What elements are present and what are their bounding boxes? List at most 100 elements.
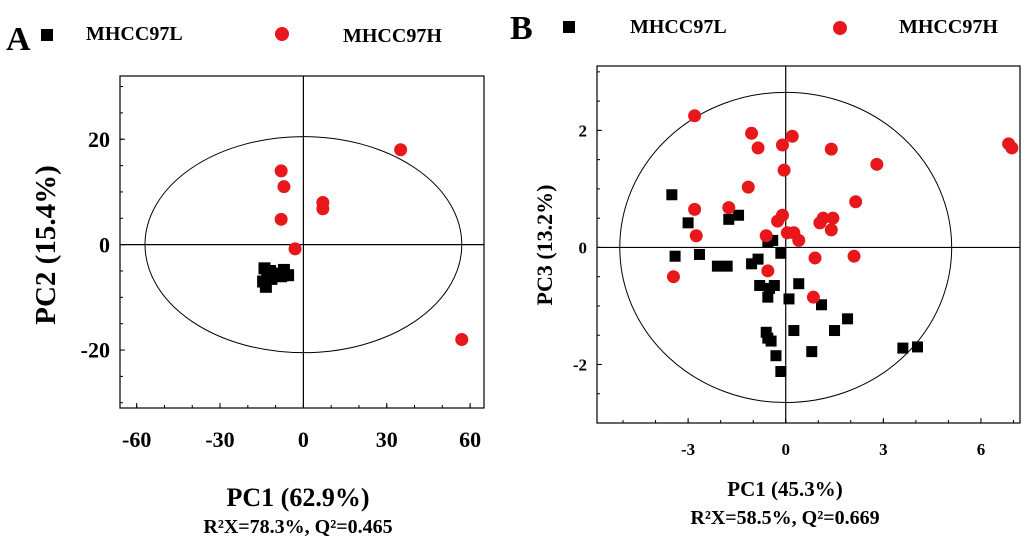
panel-a-legend-square-marker [41,29,53,41]
panel-b-point-mhcc97l [682,217,694,229]
panel-b-legend-square-marker [563,21,575,33]
panel-b-x-tick-label: 3 [879,440,888,459]
panel-a-legend-label-mhcc97h: MHCC97H [343,25,442,47]
panel-b-x-tick-label: 6 [977,440,986,459]
panel-a-plot-area: -60 -30 0 30 60 -20 0 20 [81,75,485,452]
panel-b-point-mhcc97l [693,248,705,260]
panel-b-point-mhcc97l [752,253,764,265]
panel-a-letter: A [6,21,31,58]
panel-a-x-tick-label: -60 [122,427,151,452]
panel-b-point-mhcc97l [746,258,758,270]
panel-b-point-mhcc97l [666,189,678,201]
panel-b: B MHCC97L MHCC97H -3 0 3 6-202 PC3 (13.2%) … [510,10,1021,529]
panel-b-point-mhcc97l [767,234,779,246]
panel-b-point-mhcc97h [808,251,822,265]
panel-b-y-tick-label: -2 [573,355,587,374]
panel-a-y-tick-label: 20 [88,127,110,152]
panel-a-plot-frame [119,75,485,409]
panel-b-point-mhcc97h [751,141,765,155]
panel-b-point-mhcc97l [842,313,854,325]
panel-a-x-tick-label: 0 [298,427,309,452]
panel-b-point-mhcc97h [771,214,785,228]
panel-b-point-mhcc97h [870,157,884,171]
panel-b-point-mhcc97l [793,278,805,290]
panel-b-plot-area: -3 0 3 6 -2 0 2 [573,65,1021,459]
panel-b-point-mhcc97h [761,264,775,278]
panel-b-legend-label-mhcc97l: MHCC97L [630,16,727,38]
panel-b-point-mhcc97h [824,223,838,237]
panel-a-legend-label-mhcc97l: MHCC97L [86,23,183,45]
panel-b-point-mhcc97h [792,233,806,247]
panel-b-legend-circle-marker [833,21,847,35]
panel-b-point-mhcc97l [788,325,800,337]
panel-b-model-stats: R²X=58.5%, Q²=0.669 [690,507,879,529]
panel-a-point-mhcc97h [274,164,288,178]
panel-b-point-mhcc97h [816,211,830,225]
panel-b-legend-label-mhcc97h: MHCC97H [899,16,998,38]
panel-b-point-mhcc97l [723,213,735,225]
panel-b-point-mhcc97l [816,299,828,311]
panel-b-point-mhcc97l [783,293,795,305]
panel-b-point-mhcc97h [806,290,820,304]
panel-a-y-axis-title: PC2 (15.4%) [30,165,62,324]
panel-b-point-mhcc97l [897,342,909,354]
panel-a-point-mhcc97h [394,143,408,157]
panel-a-x-tick-label: 60 [459,427,481,452]
panel-a-model-stats: R²X=78.3%, Q²=0.465 [203,516,392,538]
panel-a-legend-circle-marker [275,27,289,41]
panel-b-point-mhcc97l [775,247,787,259]
panel-b-letter: B [510,10,533,47]
panel-b-point-mhcc97l [829,325,841,337]
panel-b-point-mhcc97l [669,250,681,262]
panel-a-point-mhcc97h [455,332,469,346]
panel-b-point-mhcc97h [849,195,863,209]
panel-b-point-mhcc97h [745,126,759,140]
panel-b-point-mhcc97l [765,335,777,347]
panel-b-point-mhcc97h [722,201,736,215]
panel-a-y-tick-label: 0 [99,232,110,257]
panel-a-y-tick-label: -20 [81,338,110,363]
panel-b-point-mhcc97h [826,211,840,225]
panel-b-point-mhcc97l [912,341,924,353]
panel-b-point-mhcc97h [847,249,861,263]
panel-a-point-mhcc97l [275,270,288,283]
panel-a-point-mhcc97h [277,180,291,194]
panel-a-point-mhcc97h [316,202,330,216]
panel-b-x-tick-label: -3 [681,440,695,459]
panel-a-point-mhcc97l [265,272,278,285]
panel-b-point-mhcc97h [688,109,702,123]
panel-b-point-mhcc97h [824,142,838,156]
panel-b-point-mhcc97l [768,279,780,291]
panel-b-point-mhcc97l [762,291,774,303]
panel-b-point-mhcc97l [711,260,723,272]
panel-a-x-axis-title: PC1 (62.9%) [227,483,370,512]
panel-a-point-mhcc97h [274,212,288,226]
panel-a-x-tick-label: -30 [205,427,234,452]
panel-b-point-mhcc97l [733,209,745,221]
panel-b-point-mhcc97l [721,260,733,272]
panel-b-plot-frame [596,65,1021,424]
panel-b-point-mhcc97h [775,138,789,152]
panel-b-point-mhcc97h [688,202,702,216]
panel-a: A MHCC97L MHCC97H -60 -30 0 30 60 -20 0 20 PC2 … [6,21,485,538]
panel-b-y-tick-label: 2 [579,121,588,140]
panel-b-x-tick-label: 0 [781,440,790,459]
panel-b-point-mhcc97l [760,326,772,338]
panel-a-x-tick-label: 30 [376,427,398,452]
panel-b-x-axis-title: PC1 (45.3%) [727,477,842,501]
panel-b-y-tick-label: 0 [579,238,588,257]
panel-b-point-mhcc97h [759,229,773,243]
panel-b-point-mhcc97l [754,279,766,291]
panel-b-point-mhcc97h [666,270,680,284]
panel-b-y-axis-title: PC3 (13.2%) [532,185,557,306]
panel-b-point-mhcc97l [775,365,787,377]
panel-b-point-mhcc97l [806,346,818,358]
panel-b-point-mhcc97h [1005,141,1019,155]
panel-b-point-mhcc97h [785,129,799,143]
panel-b-point-mhcc97l [770,350,782,362]
panel-b-point-mhcc97h [777,163,791,177]
panel-b-point-mhcc97h [689,229,703,243]
panel-a-point-mhcc97h [288,242,302,256]
panel-b-point-mhcc97h [741,180,755,194]
